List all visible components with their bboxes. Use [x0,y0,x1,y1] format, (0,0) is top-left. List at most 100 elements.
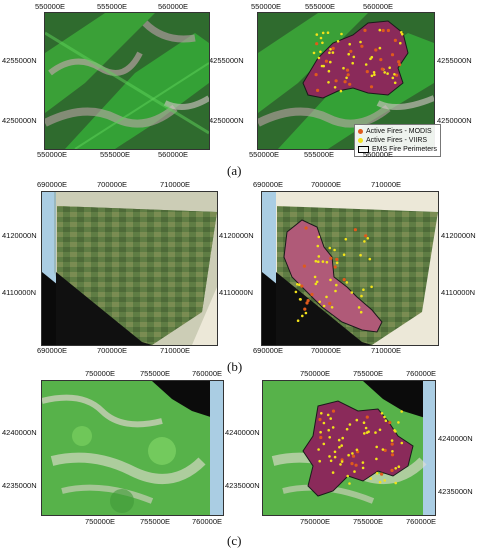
viirs-fire-point [339,89,343,93]
y-tick-right: 4255000N [209,56,244,65]
y-tick-left: 4240000N [2,428,37,437]
viirs-fire-point [360,294,363,298]
viirs-fire-point [330,306,334,309]
x-tick-top: 710000E [371,180,402,189]
viirs-fire-point [400,31,403,34]
modis-fire-point [381,28,385,33]
x-tick-bottom: 760000E [406,517,437,526]
viirs-fire-point [362,288,365,291]
fire-perimeter [283,219,383,333]
modis-fire-point [324,59,328,63]
modis-fire-point [348,82,352,86]
viirs-fire-point [383,415,386,419]
x-tick-bottom: 690000E [253,346,284,355]
viirs-fire-point [345,427,349,431]
x-tick-bottom: 555000E [100,150,131,159]
viirs-fire-point [378,28,382,32]
modis-fire-point [304,226,308,230]
viirs-fire-point [351,61,354,65]
modis-fire-point [380,472,384,476]
viirs-fire-point [393,429,396,432]
x-tick-bottom: 750000E [85,517,116,526]
y-tick-right: 4255000N [437,56,472,65]
viirs-fire-point [325,295,328,299]
viirs-fire-point [298,283,301,286]
viirs-fire-point [322,442,326,446]
viirs-fire-point [363,432,366,435]
modis-fire-point [397,60,401,64]
viirs-fire-point [383,479,386,482]
viirs-fire-point [378,428,382,432]
viirs-fire-point [383,71,386,74]
modis-fire-point [365,70,369,74]
modis-fire-point [303,307,307,311]
caption-a: (a) [227,163,242,178]
viirs-fire-point [353,470,356,473]
viirs-fire-point [315,33,319,36]
viirs-fire-point [327,69,331,73]
y-tick-left: 4110000N [2,288,37,297]
viirs-fire-point [378,480,382,484]
viirs-fire-point [359,40,362,44]
viirs-fire-point [363,240,366,243]
viirs-fire-point [342,66,345,70]
viirs-fire-point [348,482,351,485]
viirs-fire-point [329,459,333,463]
viirs-fire-point [355,448,359,452]
viirs-fire-point [331,426,335,429]
modis-fire-point [319,435,323,440]
modis-fire-point [345,68,350,72]
y-tick-right: 4240000N [438,434,473,443]
caption-c: (c) [227,533,242,548]
modis-fire-point [306,299,310,303]
viirs-fire-point [328,436,331,439]
viirs-fire-point [370,285,373,289]
viirs-fire-point [317,448,320,451]
satellite-image-before [44,12,210,150]
modis-fire-point [316,88,320,92]
viirs-fire-point [393,73,396,76]
x-tick-top: 750000E [85,369,116,378]
viirs-fire-point [370,74,374,78]
viirs-fire-point [337,438,341,442]
modis-fire-point [363,28,367,32]
modis-fire-point [383,448,387,452]
viirs-fire-point [318,300,321,304]
viirs-fire-point [329,60,332,64]
x-tick-top: 700000E [311,180,342,189]
legend: Active Fires - MODIS Active Fires - VIIR… [354,124,441,157]
y-tick-left: 4255000N [2,56,37,65]
viirs-fire-point [355,418,359,422]
viirs-fire-point [369,477,373,480]
viirs-fire-point [317,56,321,60]
modis-fire-point [395,73,399,77]
viirs-swatch [358,138,363,143]
legend-item-viirs: Active Fires - VIIRS [358,136,437,145]
modis-fire-point [388,420,392,425]
y-tick-right: 4235000N [438,487,473,496]
x-tick-bottom: 550000E [249,150,280,159]
viirs-fire-point [313,275,317,279]
modis-fire-point [333,265,337,269]
viirs-fire-point [347,52,350,56]
modis-fire-point [346,73,350,77]
viirs-fire-point [380,412,384,415]
modis-fire-point [386,28,390,33]
viirs-fire-point [397,465,401,468]
viirs-fire-point [394,467,397,470]
modis-fire-point [342,278,346,282]
x-tick-top: 550000E [35,2,66,11]
viirs-fire-point [400,441,404,445]
modis-fire-point [398,63,402,67]
viirs-fire-point [314,259,318,263]
viirs-fire-point [304,311,308,315]
viirs-fire-point [399,41,402,45]
satellite-image-with-fires [261,191,439,346]
viirs-fire-point [390,439,394,442]
viirs-fire-point [329,278,332,282]
viirs-fire-point [333,450,337,454]
x-tick-top: 560000E [158,2,189,11]
viirs-fire-point [347,453,350,457]
viirs-fire-point [346,474,349,478]
modis-fire-point [390,468,394,472]
